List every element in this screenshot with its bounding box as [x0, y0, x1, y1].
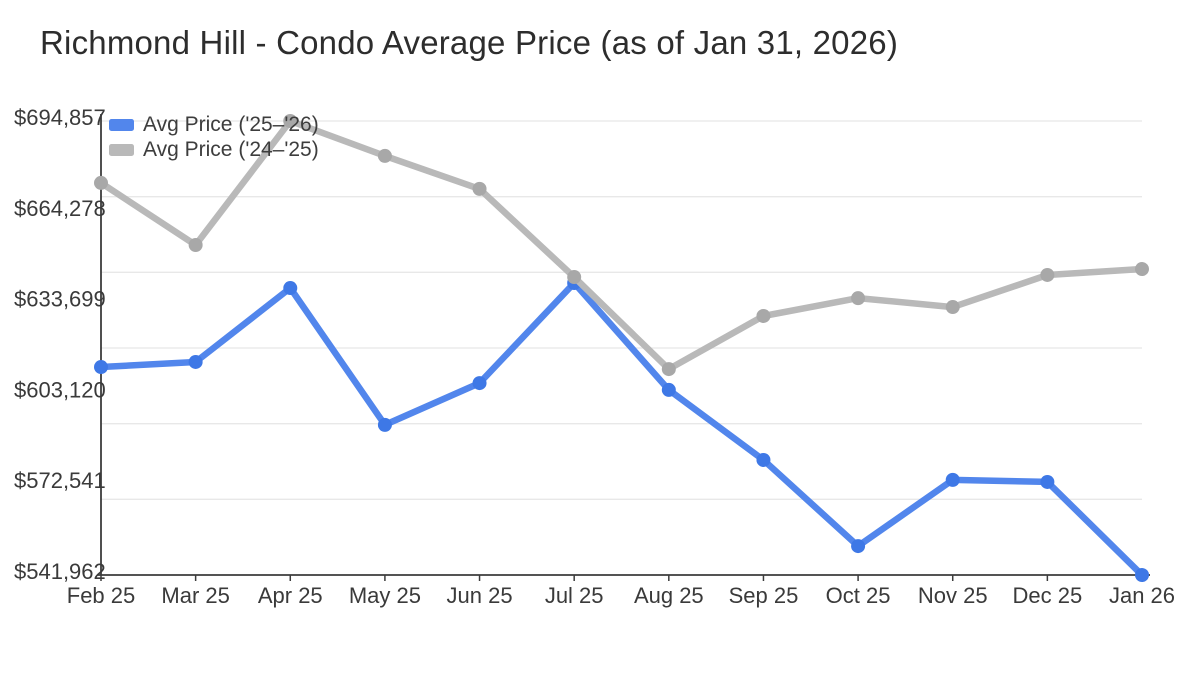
data-point-marker	[945, 300, 960, 315]
data-point-marker	[1040, 267, 1055, 282]
data-point-marker	[377, 417, 392, 432]
data-point-marker	[1135, 262, 1149, 277]
data-point-marker	[1135, 568, 1149, 582]
x-tick-label: Mar 25	[161, 583, 229, 608]
data-point-marker	[188, 237, 203, 252]
legend-label-series-24-25: Avg Price ('24–'25)	[143, 137, 319, 161]
x-tick-label: Jul 25	[545, 583, 604, 608]
x-tick-label: Feb 25	[67, 583, 136, 608]
y-tick-label: $541,962	[14, 559, 106, 584]
y-tick-label: $603,120	[14, 377, 106, 402]
x-tick-label: Dec 25	[1013, 583, 1083, 608]
series-line-1	[97, 117, 1146, 373]
chart-title: Richmond Hill - Condo Average Price (as …	[40, 24, 899, 61]
data-point-marker	[756, 308, 771, 323]
data-point-marker	[472, 181, 487, 196]
data-point-marker	[94, 175, 108, 190]
data-point-marker	[567, 270, 582, 285]
x-tick-label: Sep 25	[729, 583, 799, 608]
data-point-marker	[283, 114, 298, 128]
x-tick-label: Apr 25	[258, 583, 323, 608]
data-point-marker	[283, 281, 298, 296]
x-tick-label: Oct 25	[826, 583, 891, 608]
legend-swatch-series-25-26	[109, 118, 134, 131]
data-point-marker	[188, 354, 203, 369]
y-tick-label: $664,278	[14, 196, 106, 221]
data-point-marker	[1040, 474, 1055, 489]
data-point-marker	[377, 148, 392, 163]
legend-swatch-series-24-25	[109, 143, 134, 156]
data-point-marker	[756, 452, 771, 467]
y-tick-label: $633,699	[14, 287, 106, 312]
x-tick-label: May 25	[349, 583, 421, 608]
data-point-marker	[661, 362, 676, 377]
series-line-0	[97, 279, 1146, 579]
data-point-marker	[851, 539, 866, 554]
data-point-marker	[472, 376, 487, 391]
x-tick-label: Jun 25	[447, 583, 513, 608]
y-tick-label: $694,857	[14, 105, 106, 130]
legend-item-series-24-25: Avg Price ('24–'25)	[109, 137, 319, 162]
data-point-marker	[661, 382, 676, 397]
x-tick-label: Nov 25	[918, 583, 988, 608]
legend-label-series-25-26: Avg Price ('25–'26)	[143, 112, 319, 136]
data-point-marker	[945, 472, 960, 487]
y-tick-label: $572,541	[14, 468, 106, 493]
data-point-marker	[94, 360, 108, 375]
legend-item-series-25-26: Avg Price ('25–'26)	[109, 112, 319, 137]
data-point-marker	[851, 291, 866, 306]
x-tick-label: Jan 26	[1109, 583, 1175, 608]
x-tick-label: Aug 25	[634, 583, 704, 608]
chart-legend: Avg Price ('25–'26) Avg Price ('24–'25)	[109, 112, 319, 162]
